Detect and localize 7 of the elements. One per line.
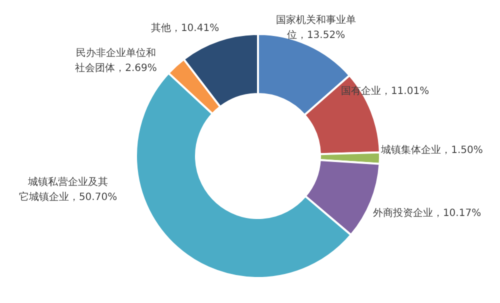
slice-label: 城镇私营企业及其它城镇企业，50.70% bbox=[18, 176, 118, 203]
slice-label: 国有企业，11.01% bbox=[340, 85, 430, 97]
slice-label: 其他，10.41% bbox=[150, 22, 220, 34]
slice-label: 国家机关和事业单位，13.52% bbox=[276, 14, 356, 41]
slice-label: 城镇集体企业，1.50% bbox=[380, 144, 483, 156]
slice-label: 民办非企业单位和社会团体，2.69% bbox=[75, 47, 157, 74]
slice-label: 外商投资企业，10.17% bbox=[372, 207, 482, 219]
